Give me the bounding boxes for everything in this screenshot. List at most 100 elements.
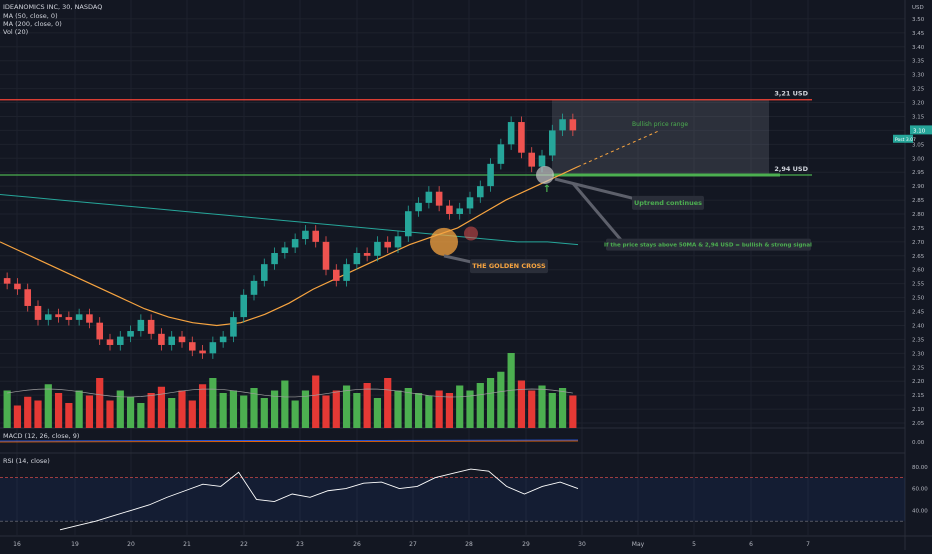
post-price-tag (893, 134, 913, 143)
time-axis-label: 22 (240, 541, 248, 548)
volume-bar (476, 383, 484, 428)
price-axis-label: 2.50 (912, 296, 925, 302)
volume-bar (528, 390, 536, 428)
volume-bar (168, 398, 176, 428)
time-axis-label: 5 (692, 541, 696, 548)
volume-bar (363, 383, 371, 428)
volume-bar (65, 403, 73, 428)
volume-bar (147, 393, 155, 428)
price-axis-label: 2.05 (912, 421, 925, 427)
candle-body (456, 208, 464, 214)
support-label: 2,94 USD (774, 165, 808, 173)
price-axis-label: 2.30 (912, 351, 925, 357)
candle-body (137, 319, 145, 332)
candle-body (528, 152, 536, 167)
current-price-label: 3.10 (913, 128, 926, 134)
time-axis-label: 19 (71, 541, 79, 548)
rsi-band (0, 477, 905, 522)
candle-body (497, 144, 505, 164)
candle-body (446, 205, 453, 214)
volume-bar (34, 400, 42, 428)
price-axis-label: 3.30 (912, 73, 925, 79)
candle-body (3, 278, 11, 284)
grid (0, 0, 905, 535)
volume-bar (435, 390, 443, 428)
legend-volume: Vol (20) (3, 28, 29, 36)
volume-bar (373, 398, 382, 428)
candle-body (271, 253, 278, 265)
price-axis-label: 2.70 (912, 240, 925, 246)
price-axis-label: 2.10 (912, 407, 925, 413)
candle-body (291, 239, 299, 248)
ma50-line (0, 166, 579, 327)
candle-body (302, 230, 309, 240)
volume-bar (466, 390, 474, 428)
candle-body (24, 289, 32, 306)
golden-cross-box (470, 259, 548, 274)
candle-body (34, 305, 42, 320)
candle-body (106, 339, 114, 345)
macd-axis-label: 0.00 (912, 440, 925, 446)
macd-signal-line (0, 440, 579, 443)
volume-bar (240, 395, 248, 428)
volume-bar (301, 390, 310, 428)
legend-ma50: MA (50, close, 0) (3, 12, 58, 20)
price-axis-label: 3.00 (912, 156, 925, 162)
candle-body (476, 186, 484, 198)
volume-bar (44, 384, 52, 428)
volume-bar (3, 390, 11, 428)
volume-bar (229, 390, 238, 428)
price-axis-label: 2.40 (912, 323, 925, 329)
price-axis-label: 3.45 (912, 31, 925, 37)
volume-bar (312, 375, 320, 428)
volume-bar (394, 390, 402, 428)
candle-body (96, 322, 104, 340)
bullish-range-box (552, 99, 769, 175)
volume-bar (188, 400, 196, 428)
golden-cross-marker (430, 227, 458, 256)
macd-line (0, 439, 579, 442)
candle-body (332, 269, 340, 281)
candle-body (466, 197, 474, 209)
volume-bar (137, 403, 145, 428)
price-axis-label: 2.85 (912, 198, 925, 204)
volume-bar (13, 405, 22, 428)
legend-macd: MACD (12, 26, close, 9) (3, 432, 80, 440)
support-zone (552, 173, 780, 177)
volume-bar (569, 395, 577, 428)
price-axis-label: 2.20 (912, 379, 925, 385)
price-axis-label: 2.75 (912, 226, 925, 232)
price-axis-label: 2.90 (912, 184, 925, 190)
time-axis-label: 6 (749, 541, 753, 548)
volume-bar (322, 395, 330, 428)
time-axis-label: 30 (578, 541, 586, 548)
volume-bar (24, 396, 32, 428)
range-label: Bullish price range (632, 121, 688, 128)
candle-body (507, 122, 515, 145)
candle-body (518, 122, 525, 153)
volume-bar (219, 393, 227, 428)
price-axis-label: 2.60 (912, 268, 925, 274)
price-axis-label: 3.35 (912, 59, 925, 65)
volume-bar (384, 378, 392, 428)
legend-rsi: RSI (14, close) (3, 457, 50, 465)
candle-body (425, 191, 433, 203)
golden-cross-label: THE GOLDEN CROSS (472, 262, 546, 270)
volume-bar (250, 388, 258, 428)
current-price-tag (910, 125, 932, 135)
price-axis-label: 3.20 (912, 101, 925, 107)
time-axis-label: 27 (409, 541, 417, 548)
volume-bar (548, 393, 556, 428)
candle-body (487, 163, 494, 187)
price-axis-label: 2.80 (912, 212, 925, 218)
legend-symbol: IDEANOMICS INC, 30, NASDAQ (3, 3, 103, 11)
post-price-label: Post 3.07 (895, 137, 916, 143)
candle-body (75, 314, 83, 320)
volume-bar (198, 384, 207, 428)
rsi-axis-label: 40.00 (912, 508, 928, 514)
price-axis-label: 2.45 (912, 310, 925, 316)
rsi-line (59, 468, 579, 531)
candle-body (188, 342, 196, 351)
